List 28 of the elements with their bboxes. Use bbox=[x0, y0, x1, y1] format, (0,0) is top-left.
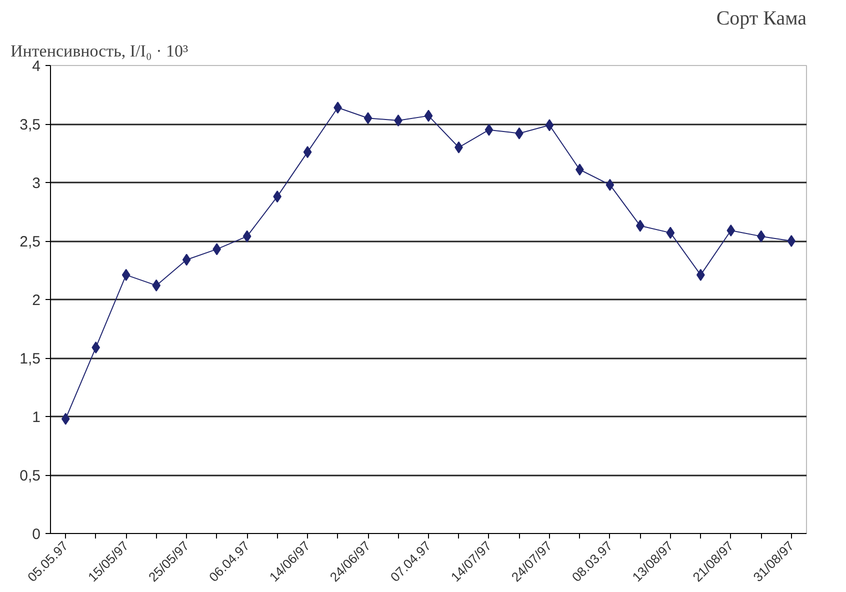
y-tick-label: 1,5 bbox=[20, 350, 41, 368]
point bbox=[92, 341, 100, 354]
y-tick-label: 2 bbox=[32, 292, 40, 309]
y-tick-label: 3 bbox=[32, 175, 40, 192]
y-tick-label: 0,5 bbox=[20, 468, 41, 484]
point bbox=[606, 178, 614, 191]
point bbox=[303, 146, 312, 158]
chart-title: Сорт Кама bbox=[716, 8, 807, 30]
y-tick-label: 3,5 bbox=[20, 116, 41, 134]
y-tick-label: 0 bbox=[32, 526, 40, 543]
y-tick-label: 4 bbox=[32, 58, 40, 75]
point bbox=[666, 226, 675, 239]
point bbox=[545, 119, 554, 132]
point bbox=[61, 412, 70, 425]
y-tick-label: 2,5 bbox=[20, 234, 41, 250]
point bbox=[182, 254, 191, 266]
point bbox=[696, 268, 705, 281]
point bbox=[424, 110, 433, 122]
point bbox=[242, 230, 252, 242]
y-tick-label: 1 bbox=[32, 409, 40, 426]
point bbox=[756, 230, 766, 242]
point bbox=[484, 124, 494, 136]
point bbox=[152, 279, 161, 292]
point bbox=[364, 112, 372, 124]
point bbox=[787, 235, 796, 247]
y-axis-title: Интенсивность, I/I₀ · 10³ bbox=[10, 42, 188, 60]
point bbox=[122, 268, 130, 281]
point bbox=[726, 224, 736, 236]
